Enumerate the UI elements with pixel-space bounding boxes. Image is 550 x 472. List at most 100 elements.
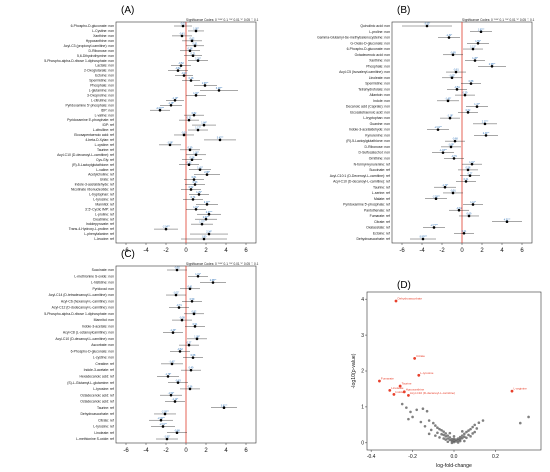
estimate-point bbox=[421, 237, 425, 241]
estimate-label: -2.31** bbox=[159, 423, 166, 426]
estimate-point bbox=[192, 312, 196, 316]
metabolite-label: Allantoin: non bbox=[369, 93, 390, 97]
estimate-label: -1.91* bbox=[164, 436, 170, 439]
estimate-point bbox=[188, 287, 192, 291]
estimate-label: -2.58** bbox=[432, 195, 439, 198]
data-point bbox=[407, 417, 410, 421]
data-point bbox=[456, 441, 460, 444]
significant-label: Indole bbox=[395, 390, 404, 394]
estimate-point bbox=[443, 185, 447, 189]
estimate-label: -0.61 bbox=[453, 69, 459, 72]
significant-point bbox=[398, 384, 402, 388]
estimate-point bbox=[171, 331, 175, 334]
data-point bbox=[409, 410, 412, 414]
metabolite-label: Spermidine: non bbox=[365, 82, 390, 86]
data-point bbox=[444, 432, 448, 435]
estimate-point bbox=[207, 232, 211, 236]
data-point bbox=[434, 434, 437, 437]
metabolite-label: Linoleate: ref bbox=[94, 431, 114, 435]
data-point bbox=[481, 419, 485, 422]
metabolite-label: 4-beta-D-Xylan: ref bbox=[85, 138, 114, 142]
data-point bbox=[440, 428, 443, 432]
estimate-point bbox=[189, 188, 193, 191]
metabolite-label: Mannitol: non bbox=[94, 318, 114, 322]
x-tick-label: -2 bbox=[163, 248, 169, 254]
x-tick-label: 0 bbox=[460, 248, 464, 254]
estimate-point bbox=[158, 108, 162, 112]
data-point bbox=[427, 432, 431, 436]
data-point bbox=[442, 430, 445, 433]
estimate-point bbox=[200, 222, 204, 226]
x-axis-label: log-fold-change bbox=[436, 463, 472, 469]
estimate-point bbox=[191, 356, 195, 359]
estimate-label: 1.01* bbox=[469, 161, 475, 164]
sig-codes-b: Significance Codes: 0 '***' 0.1 '**' 0.0… bbox=[462, 18, 535, 22]
estimate-point bbox=[205, 203, 209, 206]
metabolite-label: Cys-Gly: ref bbox=[96, 158, 114, 162]
data-point bbox=[444, 438, 448, 441]
metabolite-label: Urate: ref bbox=[100, 178, 114, 182]
estimate-label: 1.92** bbox=[478, 28, 485, 31]
metabolite-label: Acyl-C12 (D-dodecanoyl-L-carnitine): non bbox=[52, 306, 114, 310]
metabolite-label: Hexadecanoic acid: ref bbox=[80, 375, 115, 379]
estimate-point bbox=[466, 168, 470, 172]
estimate-label: 3.29** bbox=[216, 87, 223, 90]
estimate-label: 1.19* bbox=[195, 273, 201, 276]
volcano-plot-d: -0.4 -0.2 0.0 0.2 0 1 2 3 4 log-fold-change -log10… bbox=[351, 291, 542, 469]
estimate-label: 2.68** bbox=[210, 279, 217, 282]
data-point bbox=[436, 431, 439, 435]
metabolite-label: L-valine: ref bbox=[96, 168, 114, 172]
data-point bbox=[460, 430, 464, 433]
estimate-point bbox=[192, 178, 196, 181]
panel-label-d: (D) bbox=[397, 280, 411, 291]
x-tick-label: 2 bbox=[204, 248, 208, 254]
estimate-label: 1.28* bbox=[472, 57, 478, 60]
estimate-point bbox=[453, 139, 457, 143]
estimate-point bbox=[170, 362, 174, 366]
metabolite-label: L-tryptophan: ref bbox=[89, 193, 114, 197]
significant-point bbox=[407, 394, 410, 397]
x-tick-label: 0.0 bbox=[451, 454, 458, 460]
metabolite-label: Dehydroascorbate: ref bbox=[80, 412, 114, 416]
x-tick-label: -6 bbox=[123, 448, 129, 454]
significant-label: Taurine bbox=[402, 382, 412, 386]
estimate-point bbox=[196, 59, 200, 62]
estimate-label: 0.91 bbox=[193, 42, 198, 45]
x-tick-label: 0 bbox=[184, 248, 188, 254]
metabolite-label: Spermidine: non bbox=[89, 79, 114, 83]
estimate-label: -1.09* bbox=[448, 143, 454, 146]
estimate-label: -0.62 bbox=[177, 348, 183, 351]
estimate-point bbox=[463, 93, 467, 97]
metabolite-label: Quinolinic acid: non bbox=[360, 24, 390, 28]
data-point bbox=[452, 435, 456, 438]
estimate-label: -0.92 bbox=[174, 267, 180, 270]
y-tick-label: 2 bbox=[361, 369, 364, 375]
data-point bbox=[442, 437, 445, 440]
metabolite-label: 5-Phospho-alpha-D-ribose 1-diphosphate: … bbox=[44, 59, 114, 63]
metabolite-label: Malate: ref bbox=[374, 197, 390, 201]
estimate-label: 1.93** bbox=[202, 82, 209, 85]
estimate-label: -2.63*** bbox=[156, 107, 164, 110]
estimate-label: 0.48 bbox=[189, 77, 194, 80]
estimate-label: 1.29* bbox=[196, 191, 202, 194]
estimate-label: 0.52 bbox=[189, 186, 194, 189]
estimate-point bbox=[180, 318, 184, 322]
metabolite-label: D-Ribonose: non bbox=[89, 49, 115, 53]
metabolite-label: Citrate: ref bbox=[374, 220, 390, 224]
estimate-point bbox=[194, 207, 198, 211]
estimate-point bbox=[464, 180, 468, 183]
metabolite-label: Acyl-C10 (D-decanoyl-L-carnitine): non bbox=[55, 337, 114, 341]
metabolite-label: 5,6-Dihydrothymine: non bbox=[77, 54, 114, 58]
estimate-label: -0.71 bbox=[176, 304, 182, 307]
data-point bbox=[450, 441, 454, 445]
estimate-point bbox=[203, 84, 207, 87]
y-axis-label: -log10(p-value) bbox=[351, 353, 357, 388]
significant-label: Fumarate bbox=[381, 377, 394, 381]
estimate-label: 0.68 bbox=[191, 354, 196, 357]
estimate-label: 2.08* bbox=[204, 171, 210, 174]
estimate-label: -1.10* bbox=[172, 97, 178, 100]
estimate-point bbox=[198, 168, 202, 171]
estimate-point bbox=[188, 387, 192, 391]
data-point bbox=[477, 421, 481, 425]
